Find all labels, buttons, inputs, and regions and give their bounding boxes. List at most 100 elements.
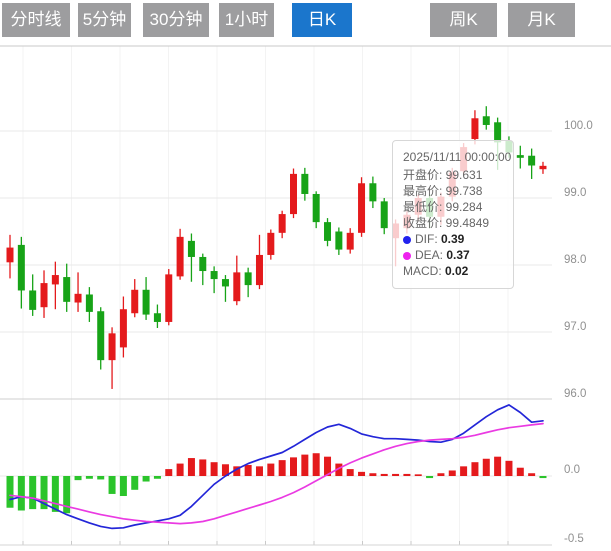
tab-daily-k[interactable]: 日K [292, 3, 352, 37]
candle[interactable] [119, 309, 127, 348]
candle[interactable] [187, 240, 195, 257]
candle[interactable] [290, 173, 297, 215]
candle[interactable] [482, 116, 490, 125]
tab-5min[interactable]: 5分钟 [78, 3, 131, 37]
macd-bar [414, 474, 422, 476]
candle[interactable] [6, 247, 14, 263]
tooltip-row: 收盘价: 99.4849 [403, 216, 490, 230]
candle[interactable] [40, 283, 48, 308]
candle[interactable] [210, 271, 218, 280]
candle[interactable] [153, 313, 161, 322]
tooltip-indicator-row: MACD: 0.02 [403, 264, 469, 278]
candle[interactable] [380, 201, 388, 229]
macd-bar [85, 476, 93, 479]
candle[interactable] [471, 118, 479, 140]
macd-bar [51, 476, 59, 512]
tab-weekly-k[interactable]: 周K [430, 3, 497, 37]
macd-bar [482, 458, 490, 476]
macd-bar [335, 463, 343, 476]
tab-1hour[interactable]: 1小时 [219, 3, 274, 37]
macd-bar [516, 467, 524, 476]
candle[interactable] [267, 232, 275, 255]
candle[interactable] [142, 289, 150, 315]
candle[interactable] [539, 165, 547, 170]
tab-minute-line[interactable]: 分时线 [2, 3, 70, 37]
candle[interactable] [131, 289, 139, 314]
macd-bar [369, 473, 377, 476]
macd-bar [176, 463, 184, 476]
candle[interactable] [29, 290, 37, 310]
candle[interactable] [176, 236, 184, 277]
macd-bar [358, 471, 366, 476]
candle[interactable] [255, 254, 263, 286]
macd-bar [63, 476, 71, 514]
candle[interactable] [17, 244, 25, 291]
tooltip-indicator-row: DEA: 0.37 [403, 247, 503, 263]
price-axis-label: 98.0 [564, 254, 586, 266]
candle[interactable] [244, 272, 252, 286]
candle[interactable] [324, 222, 332, 241]
candle[interactable] [528, 155, 536, 166]
macd-bar [392, 473, 400, 476]
macd-bar [131, 476, 139, 490]
macd-bar [448, 470, 456, 476]
tooltip-date: 2025/11/11 00:00:00 [403, 150, 512, 164]
candle[interactable] [165, 274, 173, 322]
macd-bar [471, 462, 479, 476]
tab-monthly-k[interactable]: 月K [508, 3, 575, 37]
candle[interactable] [301, 173, 309, 194]
candle[interactable] [51, 275, 59, 285]
macd-bar [460, 466, 468, 476]
candle[interactable] [278, 214, 286, 233]
macd-bar [210, 462, 218, 476]
candle[interactable] [108, 333, 116, 361]
macd-bar [221, 464, 229, 476]
macd-bar [380, 473, 388, 476]
ohlc-tooltip: 2025/11/11 00:00:00 开盘价: 99.631 最高价: 99.7… [392, 140, 514, 289]
tooltip-price-rows: 开盘价: 99.631 最高价: 99.738 最低价: 99.284 收盘价: 99… [403, 167, 503, 231]
tooltip-row: 最高价: 99.738 [403, 184, 483, 198]
candle[interactable] [97, 311, 105, 361]
candle[interactable] [369, 183, 377, 202]
macd-lines [9, 404, 544, 530]
candle[interactable] [63, 277, 71, 302]
axis-labels: 100.0 99.0 98.0 97.0 96.0 0.0 -0.5 [564, 120, 593, 545]
macd-bar [142, 476, 150, 482]
macd-bar [278, 460, 286, 476]
tooltip-indicator-rows: DIF: 0.39 DEA: 0.37 MACD: 0.02 [403, 231, 503, 279]
macd-bar [403, 473, 411, 476]
candle[interactable] [312, 193, 320, 223]
candle[interactable] [85, 294, 93, 312]
tooltip-indicator-row: DIF: 0.39 [403, 231, 503, 247]
macd-bar [505, 460, 513, 476]
candle[interactable] [346, 232, 354, 250]
macd-bar [233, 466, 241, 476]
macd-bar [528, 473, 536, 476]
macd-bar [199, 459, 207, 476]
price-axis-label: 96.0 [564, 388, 586, 400]
macd-bar [244, 464, 252, 476]
candle[interactable] [494, 122, 502, 143]
candle[interactable] [221, 279, 229, 287]
price-axis-label: 97.0 [564, 321, 586, 333]
macd-bar [165, 469, 173, 476]
grid-layer [0, 45, 611, 546]
candle[interactable] [233, 272, 241, 302]
macd-bar [153, 476, 161, 479]
macd-bar [74, 476, 82, 481]
macd-axis-label: -0.5 [564, 533, 584, 545]
macd-bar [6, 476, 14, 508]
dea-dot-icon [403, 251, 411, 260]
period-tabbar: 分时线 5分钟 30分钟 1小时 日K 周K 月K [0, 0, 611, 44]
macd-bar [187, 458, 195, 476]
candle[interactable] [516, 155, 524, 158]
macd-bar [97, 476, 105, 480]
candle[interactable] [74, 293, 82, 303]
macd-bar [17, 476, 25, 511]
macd-bar [29, 476, 37, 510]
candle[interactable] [199, 256, 207, 272]
candle[interactable] [335, 231, 343, 250]
candle[interactable] [358, 183, 366, 233]
tab-30min[interactable]: 30分钟 [143, 3, 209, 37]
